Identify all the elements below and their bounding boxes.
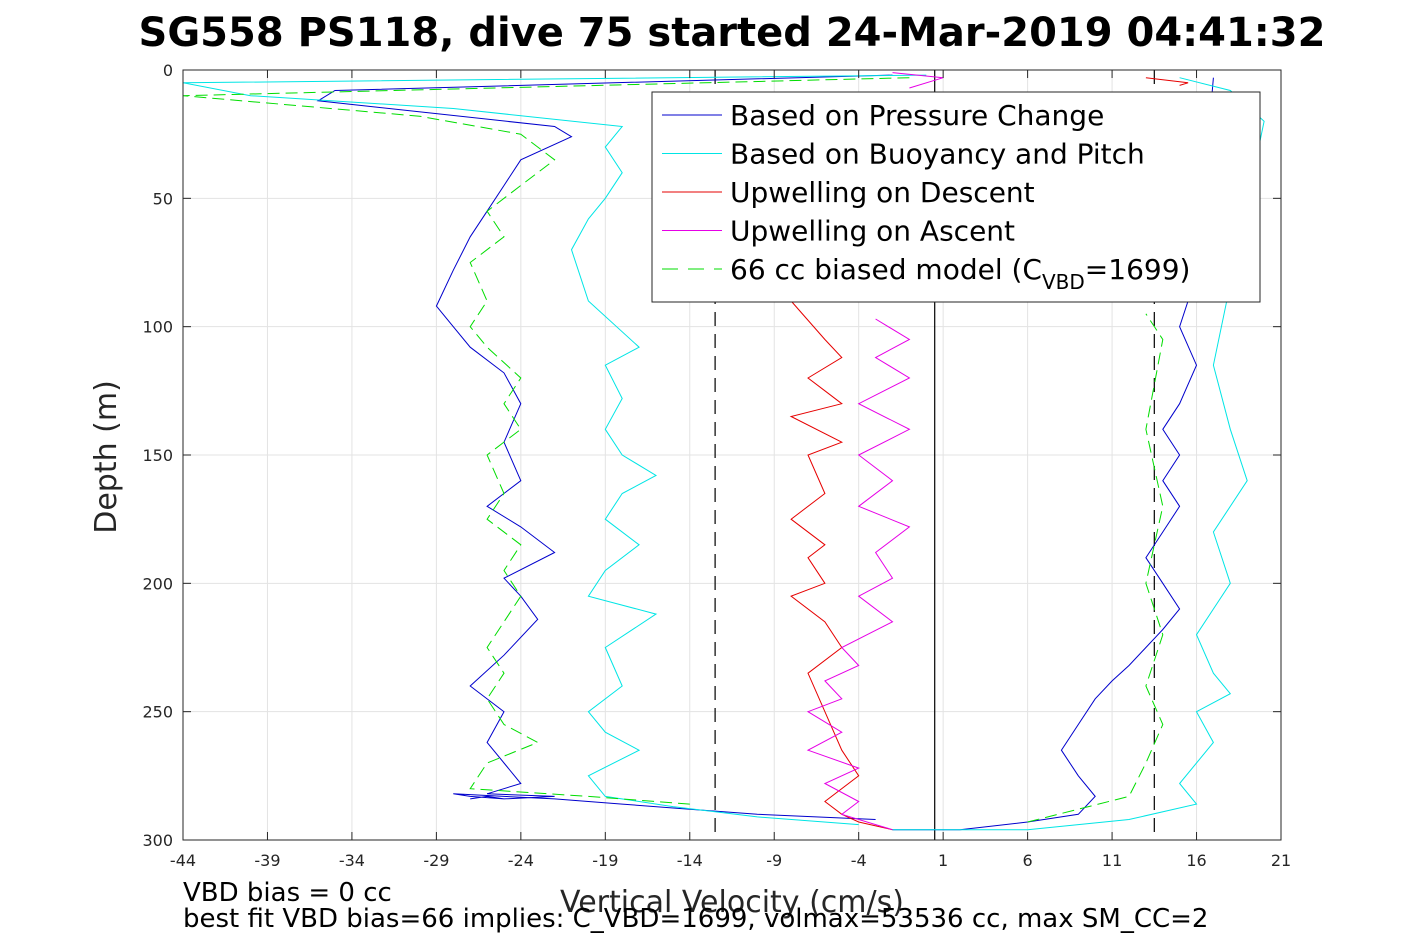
- footer-line-1: VBD bias = 0 cc: [183, 878, 392, 908]
- chart-title: SG558 PS118, dive 75 started 24-Mar-2019…: [139, 10, 1326, 56]
- y-tick-label-1: 50: [153, 189, 173, 208]
- x-ticks: -44 -39 -34 -29 -24 -19 -14 -9 -4 1 6 11 16 21: [170, 70, 1291, 870]
- footer-line-2: best fit VBD bias=66 implies: C_VBD=1699…: [183, 904, 1208, 934]
- y-tick-label-3: 150: [142, 446, 173, 465]
- x-tick-label-11: 11: [1102, 851, 1122, 870]
- series-layer: [183, 72, 1265, 831]
- x-tick-label-6: -14: [677, 851, 703, 870]
- series-4-descent-line: [183, 77, 910, 805]
- legend-label-subscript: VBD: [1042, 270, 1085, 294]
- x-tick-label-3: -29: [423, 851, 449, 870]
- legend-label-3: Upwelling on Ascent: [730, 215, 1015, 248]
- series-1-descent-line: [183, 74, 927, 826]
- series-2-descent-line: [789, 300, 893, 831]
- x-tick-label-5: -19: [592, 851, 618, 870]
- x-tick-label-10: 6: [1023, 851, 1033, 870]
- y-tick-label-6: 300: [142, 831, 173, 850]
- y-tick-label-4: 200: [142, 574, 173, 593]
- x-tick-label-9: 1: [938, 851, 948, 870]
- y-tick-label-0: 0: [163, 61, 173, 80]
- x-tick-label-1: -39: [254, 851, 280, 870]
- series-0-ascent-line: [892, 77, 1214, 831]
- series-1-ascent-line: [892, 77, 1265, 831]
- x-tick-label-12: 16: [1186, 851, 1206, 870]
- y-tick-label-2: 100: [142, 318, 173, 337]
- legend-label-0: Based on Pressure Change: [730, 99, 1104, 132]
- legend-label-2: Upwelling on Descent: [730, 176, 1035, 209]
- y-ticks: 0 50 100 150 200 250 300: [142, 61, 1281, 850]
- y-axis-label: Depth (m): [89, 380, 124, 534]
- legend-label-suffix: =1699): [1085, 253, 1191, 286]
- legend: Based on Pressure Change Based on Buoyanc…: [651, 91, 1261, 303]
- series-4-ascent-line: [1027, 313, 1164, 823]
- series-0-descent-line: [316, 74, 893, 820]
- x-tick-label-7: -9: [766, 851, 782, 870]
- series-3-descent-line: [806, 318, 911, 831]
- legend-label-1: Based on Buoyancy and Pitch: [730, 138, 1145, 171]
- legend-box: [651, 91, 1261, 303]
- x-tick-label-13: 21: [1271, 851, 1291, 870]
- x-tick-label-0: -44: [170, 851, 196, 870]
- series-2-ascent-line: [1145, 77, 1189, 86]
- x-axis-label: Vertical Velocity (cm/s): [560, 885, 904, 920]
- x-tick-label-4: -24: [508, 851, 534, 870]
- y-tick-label-5: 250: [142, 703, 173, 722]
- x-tick-label-8: -4: [851, 851, 867, 870]
- x-tick-label-2: -34: [339, 851, 365, 870]
